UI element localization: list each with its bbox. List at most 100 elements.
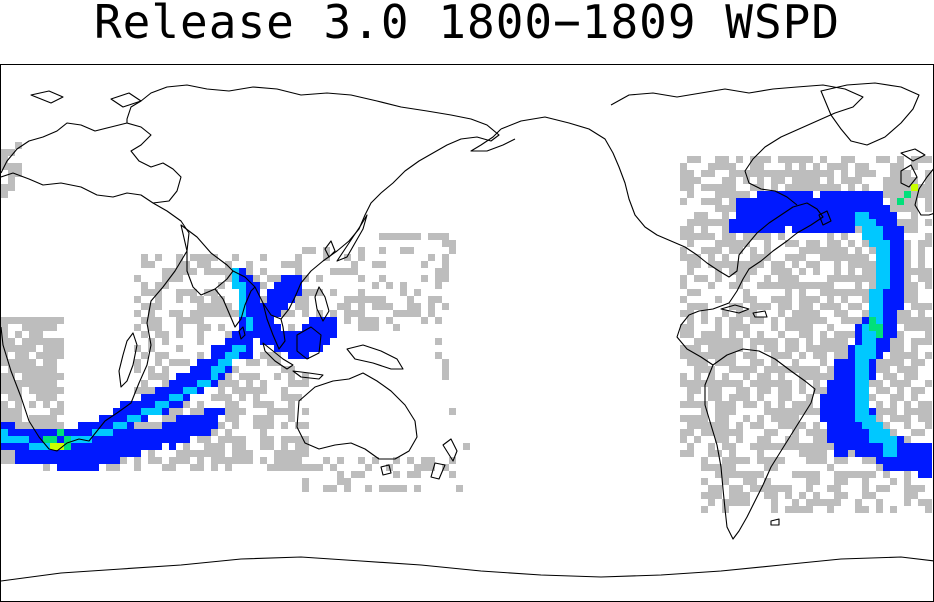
grid-cell — [148, 345, 155, 352]
grid-cell — [225, 331, 232, 338]
grid-cell — [148, 443, 155, 450]
grid-cell — [253, 275, 260, 282]
grid-cell — [904, 289, 911, 296]
grid-cell — [799, 289, 806, 296]
grid-cell — [736, 366, 743, 373]
grid-cell — [792, 212, 799, 219]
grid-cell — [1, 422, 8, 429]
grid-cell — [785, 415, 792, 422]
grid-cell — [897, 352, 904, 359]
grid-cell — [8, 443, 15, 450]
grid-cell — [267, 401, 274, 408]
grid-cell — [687, 359, 694, 366]
grid-cell — [841, 457, 848, 464]
grid-cell — [862, 233, 869, 240]
grid-cell — [862, 366, 869, 373]
grid-cell — [883, 247, 890, 254]
grid-cell — [29, 415, 36, 422]
grid-cell — [925, 415, 932, 422]
grid-cell — [722, 310, 729, 317]
grid-cell — [757, 436, 764, 443]
grid-cell — [239, 338, 246, 345]
grid-cell — [799, 310, 806, 317]
grid-cell — [862, 275, 869, 282]
grid-cell — [85, 429, 92, 436]
grid-cell — [337, 303, 344, 310]
grid-cell — [764, 485, 771, 492]
grid-cell — [904, 177, 911, 184]
grid-cell — [820, 415, 827, 422]
coastline-british-isles — [900, 164, 918, 188]
grid-cell — [708, 485, 715, 492]
grid-cell — [701, 317, 708, 324]
grid-cell — [330, 310, 337, 317]
grid-cell — [687, 394, 694, 401]
grid-cell — [736, 345, 743, 352]
grid-cell — [792, 177, 799, 184]
grid-cell — [925, 177, 932, 184]
grid-cell — [855, 373, 862, 380]
grid-cell — [862, 443, 869, 450]
grid-cell — [736, 219, 743, 226]
grid-cell — [890, 394, 897, 401]
grid-cell — [309, 464, 316, 471]
grid-cell — [169, 275, 176, 282]
grid-cell — [834, 492, 841, 499]
grid-cell — [29, 359, 36, 366]
grid-cell — [904, 240, 911, 247]
grid-cell — [834, 443, 841, 450]
grid-cell — [736, 485, 743, 492]
grid-cell — [92, 450, 99, 457]
grid-cell — [288, 415, 295, 422]
grid-cell — [813, 492, 820, 499]
grid-cell — [204, 254, 211, 261]
grid-cell — [743, 499, 750, 506]
grid-cell — [274, 464, 281, 471]
grid-cell — [260, 457, 267, 464]
grid-cell — [176, 373, 183, 380]
grid-cell — [806, 226, 813, 233]
grid-cell — [50, 352, 57, 359]
grid-cell — [344, 317, 351, 324]
grid-cell — [253, 373, 260, 380]
grid-cell — [743, 191, 750, 198]
grid-cell — [750, 401, 757, 408]
grid-cell — [302, 422, 309, 429]
grid-cell — [64, 464, 71, 471]
grid-cell — [722, 499, 729, 506]
grid-cell — [904, 499, 911, 506]
grid-cell — [834, 163, 841, 170]
grid-cell — [162, 268, 169, 275]
grid-cell — [204, 366, 211, 373]
grid-cell — [680, 275, 687, 282]
grid-cell — [134, 408, 141, 415]
grid-cell — [43, 422, 50, 429]
grid-cell — [750, 380, 757, 387]
grid-cell — [869, 492, 876, 499]
grid-cell — [806, 443, 813, 450]
grid-cell — [274, 352, 281, 359]
grid-cell — [890, 415, 897, 422]
grid-cell — [743, 219, 750, 226]
grid-cell — [694, 387, 701, 394]
grid-cell — [757, 156, 764, 163]
grid-cell — [421, 261, 428, 268]
grid-cell — [792, 408, 799, 415]
coastline-iceland — [900, 148, 926, 162]
grid-cell — [841, 170, 848, 177]
grid-cell — [302, 380, 309, 387]
grid-cell — [904, 492, 911, 499]
grid-cell — [239, 268, 246, 275]
grid-cell — [785, 254, 792, 261]
grid-cell — [785, 170, 792, 177]
grid-cell — [848, 156, 855, 163]
grid-cell — [50, 338, 57, 345]
grid-cell — [365, 324, 372, 331]
grid-cell — [722, 422, 729, 429]
grid-cell — [897, 366, 904, 373]
grid-cell — [393, 324, 400, 331]
grid-cell — [694, 156, 701, 163]
grid-cell — [890, 247, 897, 254]
grid-cell — [85, 443, 92, 450]
grid-cell — [232, 310, 239, 317]
